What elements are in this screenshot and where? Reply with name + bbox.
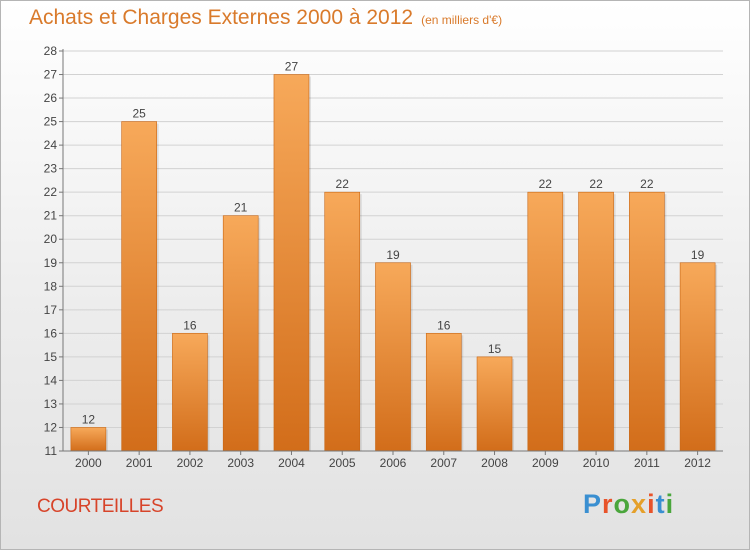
labels: 11 12 13 14 15 16 17 18 19 20 21 22 23 24 25 26 27 28 12 20… xyxy=(44,44,712,470)
logo-letter: x xyxy=(631,489,648,519)
logo-letter: r xyxy=(602,489,614,519)
commune-name: COURTEILLES xyxy=(37,496,164,517)
y-tick-label: 28 xyxy=(44,44,58,58)
bar-value-label: 19 xyxy=(691,248,705,262)
chart-subtitle: (en milliers d'€) xyxy=(421,13,503,27)
y-tick-label: 16 xyxy=(44,326,58,340)
logo-letter: o xyxy=(613,489,632,519)
bar xyxy=(324,191,361,452)
bar-value-label: 16 xyxy=(183,318,197,332)
x-tick-label: 2010 xyxy=(583,456,610,470)
bar xyxy=(629,191,665,452)
bar xyxy=(273,74,310,452)
logo-letter: i xyxy=(647,489,656,519)
bar xyxy=(172,333,208,452)
y-tick-label: 13 xyxy=(44,397,58,411)
logo-letter: P xyxy=(583,489,603,519)
chart-title-block: Achats et Charges Externes 2000 à 2012 (e… xyxy=(29,6,502,30)
y-tick-label: 18 xyxy=(44,279,58,293)
x-tick-label: 2011 xyxy=(634,456,660,470)
bar-value-label: 16 xyxy=(437,318,451,332)
y-tick-label: 14 xyxy=(44,373,58,387)
bar-value-label: 22 xyxy=(589,177,603,191)
y-tick-label: 12 xyxy=(44,420,58,434)
x-tick-label: 2002 xyxy=(177,456,204,470)
bar xyxy=(476,356,513,452)
bar-value-label: 22 xyxy=(336,177,350,191)
y-tick-label: 20 xyxy=(44,232,58,246)
y-tick-label: 24 xyxy=(44,138,58,152)
bar-value-label: 22 xyxy=(640,177,654,191)
y-tick-label: 11 xyxy=(45,444,58,458)
x-tick-label: 2008 xyxy=(481,456,508,470)
y-tick-label: 22 xyxy=(44,185,58,199)
bar-value-label: 25 xyxy=(132,107,146,121)
bar xyxy=(121,121,157,452)
x-tick-label: 2004 xyxy=(278,456,305,470)
y-tick-label: 27 xyxy=(44,68,58,82)
bar xyxy=(222,215,259,452)
bar xyxy=(425,333,462,452)
bar-value-label: 21 xyxy=(234,201,248,215)
y-tick-label: 21 xyxy=(44,209,58,223)
bar-value-label: 15 xyxy=(488,342,502,356)
y-tick-label: 26 xyxy=(44,91,58,105)
x-tick-label: 2007 xyxy=(430,456,457,470)
bars xyxy=(70,74,718,452)
axes xyxy=(59,49,723,455)
bar xyxy=(527,191,564,452)
bar-value-label: 27 xyxy=(285,60,299,74)
bar xyxy=(70,427,107,452)
bar xyxy=(679,262,716,452)
bar xyxy=(578,191,614,452)
chart-title: Achats et Charges Externes 2000 à 2012 xyxy=(29,6,414,29)
x-tick-label: 2005 xyxy=(329,456,356,470)
bar-value-label: 12 xyxy=(82,412,96,426)
proxiti-logo: Proxiti xyxy=(583,489,674,520)
logo-letter: i xyxy=(665,489,675,519)
bar-value-label: 22 xyxy=(539,177,553,191)
y-tick-label: 19 xyxy=(44,256,58,270)
x-tick-label: 2006 xyxy=(380,456,407,470)
bar-value-label: 19 xyxy=(386,248,400,262)
y-tick-label: 25 xyxy=(44,115,58,129)
y-tick-label: 15 xyxy=(44,350,58,364)
logo-letter: t xyxy=(655,489,666,519)
x-tick-label: 2000 xyxy=(75,456,102,470)
bar xyxy=(375,262,411,452)
x-tick-label: 2001 xyxy=(126,456,153,470)
x-tick-label: 2012 xyxy=(684,456,711,470)
x-tick-label: 2003 xyxy=(227,456,254,470)
y-tick-label: 23 xyxy=(44,162,58,176)
x-tick-label: 2009 xyxy=(532,456,559,470)
y-tick-label: 17 xyxy=(44,303,58,317)
